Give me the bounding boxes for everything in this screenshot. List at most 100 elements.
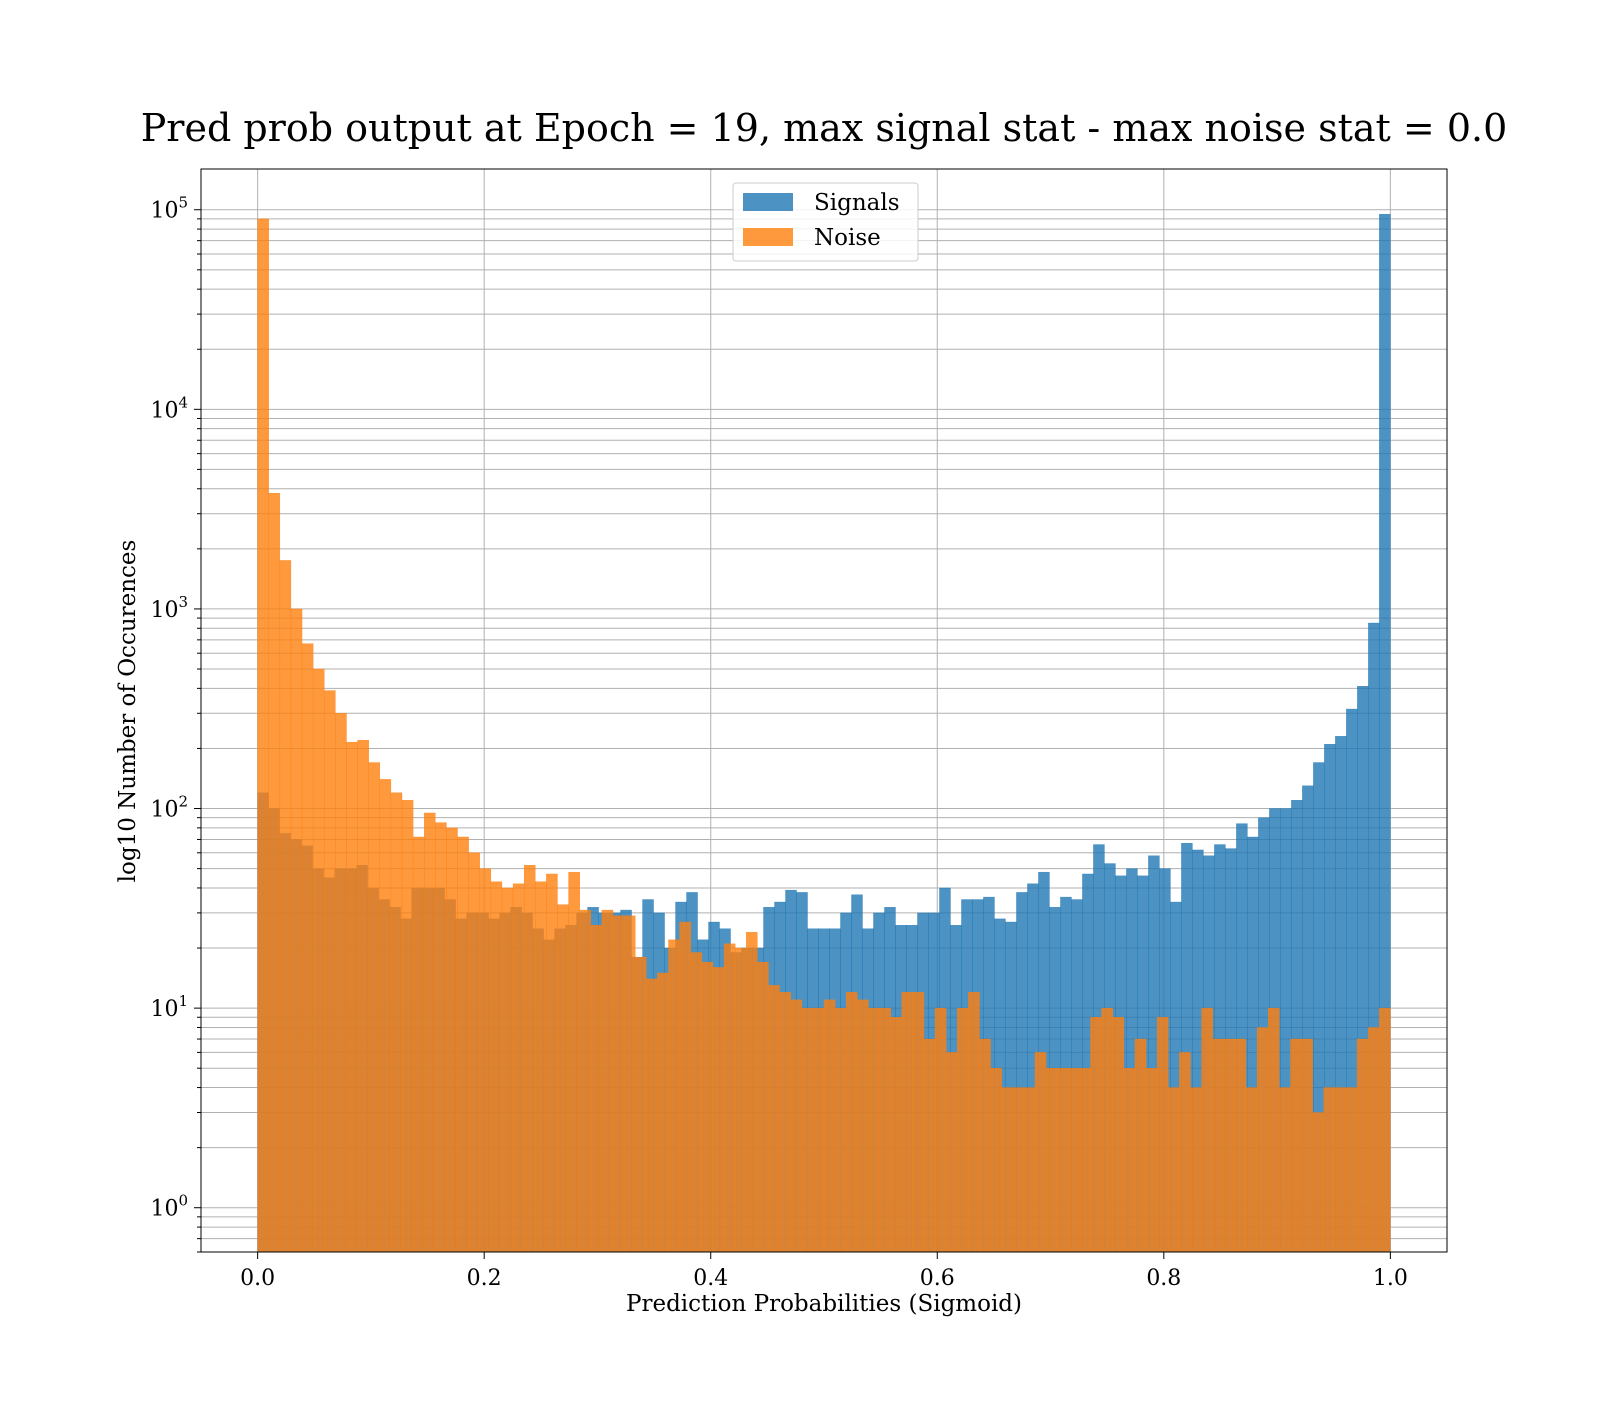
histogram-bar-noise	[879, 1007, 891, 1253]
histogram-bar-noise	[679, 921, 691, 1253]
histogram-bar-noise	[612, 915, 625, 1253]
histogram-bar-noise	[546, 873, 558, 1253]
histogram-bar-noise	[424, 812, 436, 1253]
histogram-bar-noise	[446, 827, 458, 1253]
histogram-bar-noise	[412, 836, 425, 1253]
histogram-bar-noise	[468, 852, 480, 1253]
histogram-bar-noise	[768, 985, 780, 1253]
histogram-bar-noise	[479, 868, 492, 1253]
y-tick-label: 105	[150, 194, 188, 224]
histogram-bar-noise	[1101, 1007, 1113, 1253]
bars-layer	[257, 213, 1391, 1253]
histogram-bar-noise	[1068, 1068, 1080, 1253]
histogram-bar-noise	[1367, 1027, 1380, 1253]
legend: Signals Noise	[732, 182, 919, 262]
histogram-bar-noise	[1112, 1017, 1125, 1253]
histogram-bar-noise	[535, 881, 547, 1253]
plot-frame	[200, 168, 1448, 1253]
x-tick-label: 0.6	[920, 1266, 955, 1291]
histogram-bar-noise	[812, 1007, 825, 1253]
histogram-bar-noise	[312, 668, 325, 1253]
histogram-bar-noise	[1301, 1038, 1313, 1253]
histogram-bar-noise	[1234, 1038, 1247, 1253]
histogram-bar-noise	[1201, 1007, 1213, 1253]
histogram-bar-noise	[1379, 1007, 1391, 1253]
y-axis-label: log10 Number of Occurences	[115, 540, 141, 883]
histogram-bar-noise	[324, 690, 336, 1253]
histogram-bar-noise	[346, 741, 358, 1253]
histogram-bar-noise	[435, 822, 447, 1253]
histogram-bar-noise	[1179, 1052, 1191, 1253]
histogram-bar-noise	[401, 800, 414, 1253]
histogram-bar-noise	[1356, 1038, 1369, 1253]
y-tick-label: 102	[150, 793, 188, 823]
histogram-bar-noise	[923, 1038, 936, 1253]
x-tick-label: 0.0	[240, 1266, 275, 1291]
histogram-bar-noise	[1145, 1068, 1158, 1253]
histogram-bar-noise	[668, 939, 680, 1253]
histogram-bar-noise	[834, 1007, 847, 1253]
histogram-bar-noise	[635, 956, 647, 1253]
y-tick-label: 101	[150, 992, 188, 1022]
histogram-bar-noise	[1023, 1087, 1036, 1253]
histogram-bar-noise	[590, 925, 603, 1253]
histogram-bar-noise	[301, 643, 314, 1253]
histogram-bar-noise	[268, 493, 281, 1253]
histogram-bar-noise	[257, 218, 269, 1253]
histogram-bar-noise	[1045, 1068, 1058, 1253]
histogram-bar-noise	[623, 915, 636, 1253]
histogram-bar-noise	[557, 904, 569, 1253]
x-axis-label: Prediction Probabilities (Sigmoid)	[626, 1291, 1022, 1317]
histogram-bar-noise	[1034, 1052, 1047, 1253]
histogram-bar-noise	[779, 992, 791, 1253]
y-tick-label: 104	[150, 393, 188, 423]
histogram-bar-noise	[857, 999, 869, 1253]
histogram-bar-noise	[1090, 1017, 1102, 1253]
chart-title: Pred prob output at Epoch = 19, max sign…	[141, 106, 1508, 150]
histogram-bar-noise	[934, 1007, 947, 1253]
histogram-bar-noise	[379, 779, 392, 1253]
histogram-bar-noise	[579, 909, 591, 1253]
histogram-bar-noise	[1345, 1087, 1358, 1253]
x-tick-label: 0.8	[1146, 1266, 1181, 1291]
histogram-bar-noise	[868, 1007, 880, 1253]
histogram-bar-noise	[901, 992, 914, 1253]
histogram-bar-noise	[290, 608, 303, 1253]
histogram-bar-noise	[1079, 1068, 1091, 1253]
histogram-bar-noise	[1123, 1068, 1136, 1253]
histogram-bar-noise	[701, 961, 714, 1253]
legend-swatch-noise	[743, 228, 793, 246]
histogram-bar-noise	[335, 713, 347, 1253]
y-tick-label: 100	[150, 1192, 188, 1222]
histogram-bar-noise	[990, 1068, 1002, 1253]
histogram-bar-noise	[945, 1052, 958, 1253]
histogram-bar-noise	[723, 943, 736, 1253]
histogram-bar-noise	[357, 739, 369, 1253]
histogram-bar-noise	[1245, 1087, 1258, 1253]
x-tick-label: 0.4	[693, 1266, 728, 1291]
histogram-bar-noise	[712, 967, 725, 1253]
histogram-bar-noise	[457, 836, 469, 1253]
histogram-bar-noise	[957, 1007, 969, 1253]
x-tick-label: 0.2	[467, 1266, 502, 1291]
histogram-bar-noise	[1134, 1038, 1147, 1253]
histogram-bar-noise	[823, 999, 836, 1253]
histogram-bar-noise	[501, 887, 514, 1253]
histogram-bar-noise	[846, 992, 858, 1253]
histogram-bar-noise	[912, 992, 925, 1253]
histogram-bar-noise	[490, 881, 503, 1253]
histogram-bar-noise	[1012, 1087, 1025, 1253]
histogram-bar-noise	[568, 871, 580, 1253]
histogram-bar-noise	[1256, 1027, 1269, 1253]
histogram-bar-noise	[368, 762, 380, 1253]
histogram-bar-noise	[523, 865, 536, 1253]
histogram-bar-noise	[890, 1017, 902, 1253]
legend-label-signals: Signals	[814, 190, 900, 216]
y-axis-ticks: 100 101 102 103 104 105	[150, 194, 201, 1253]
histogram-bar-noise	[1057, 1068, 1069, 1253]
histogram-bar-noise	[690, 952, 703, 1253]
histogram-bar-noise	[279, 560, 292, 1253]
histogram-bar-noise	[601, 909, 614, 1253]
